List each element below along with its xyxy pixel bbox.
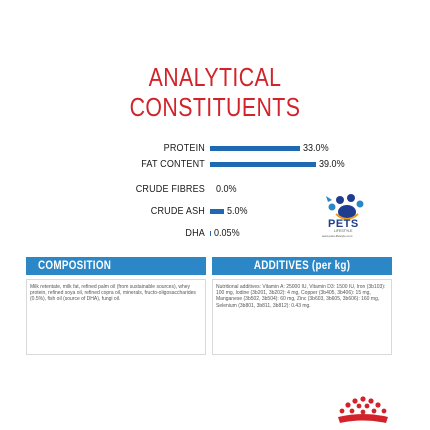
constituent-value: 0.05% <box>214 227 240 239</box>
additives-header-label: ADDITIVES (per kg) <box>253 260 351 272</box>
constituent-value: 39.0% <box>319 158 345 170</box>
composition-text: Milk retentate, milk fat, refined palm o… <box>30 284 196 303</box>
composition-header: COMPOSITION <box>26 257 206 275</box>
constituent-label: CRUDE ASH <box>150 205 205 217</box>
constituent-value: 33.0% <box>303 142 329 154</box>
additives-header: ADDITIVES (per kg) <box>212 257 392 275</box>
constituent-label: PROTEIN <box>163 142 205 154</box>
constituent-value: 5.0% <box>227 205 248 217</box>
pets-lifestyle-watermark: PETS LIFESTYLE www.pets-lifestyle.com <box>318 192 378 240</box>
constituent-bar <box>210 146 300 151</box>
constituent-bar <box>210 162 316 167</box>
constituent-row: CRUDE FIBRES 0.0% <box>0 181 430 197</box>
constituent-label: FAT CONTENT <box>141 158 205 170</box>
constituent-label: DHA <box>185 227 205 239</box>
pets-paw-icon <box>326 194 364 220</box>
constituent-value: 0.0% <box>216 183 237 195</box>
pets-sub-text: LIFESTYLE <box>334 229 353 233</box>
pets-brand-text: PETS <box>328 218 359 230</box>
pets-url-text: www.pets-lifestyle.com <box>322 234 353 238</box>
title-line-2: CONSTITUENTS <box>129 92 301 122</box>
constituent-row: DHA 0.05% <box>0 225 430 241</box>
additives-text: Nutritional additives: Vitamin A: 25000 … <box>216 284 386 309</box>
constituent-row: FAT CONTENT 39.0% <box>0 156 430 172</box>
constituent-row: CRUDE ASH 5.0% <box>0 203 430 219</box>
composition-panel: Milk retentate, milk fat, refined palm o… <box>26 279 206 355</box>
constituent-bar <box>210 209 224 214</box>
additives-panel: Nutritional additives: Vitamin A: 25000 … <box>212 279 392 355</box>
constituent-bar <box>210 231 211 236</box>
title-line-1: ANALYTICAL <box>148 62 282 92</box>
composition-header-label: COMPOSITION <box>38 260 112 272</box>
constituent-row: PROTEIN 33.0% <box>0 140 430 156</box>
constituent-label: CRUDE FIBRES <box>135 183 205 195</box>
royal-canin-crown-logo <box>338 396 388 423</box>
